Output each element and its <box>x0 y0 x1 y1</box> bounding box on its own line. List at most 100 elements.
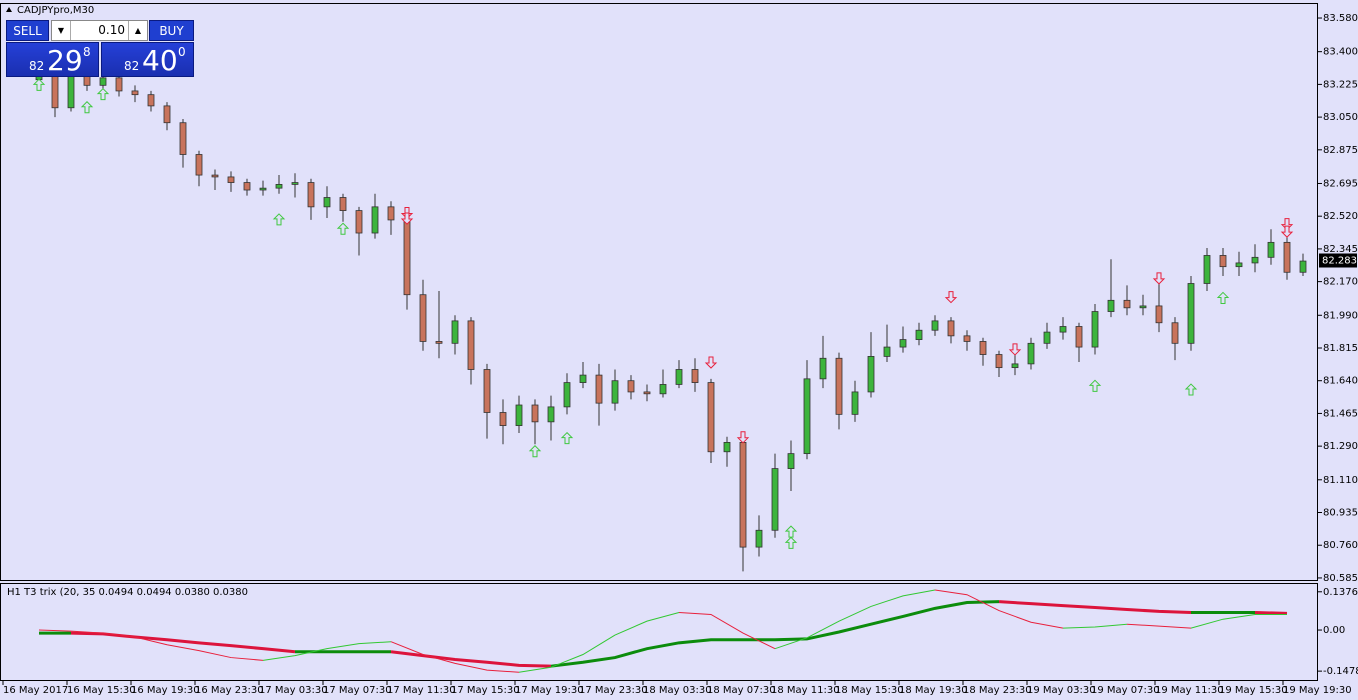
candle-body <box>1203 255 1211 284</box>
candle-body <box>131 90 139 96</box>
indicator-pane-border <box>0 583 1318 681</box>
candle-body <box>979 341 987 355</box>
x-tick-label: 17 May 07:30 <box>323 685 392 696</box>
candle-body <box>963 335 971 342</box>
candle-body <box>115 77 123 92</box>
candle-body <box>931 320 939 331</box>
y-tick-label: 82.345 <box>1323 244 1358 255</box>
buy-button[interactable]: BUY <box>149 20 194 41</box>
candle-body <box>1011 363 1019 369</box>
y-tick-label: 82.170 <box>1323 277 1358 288</box>
candle-body <box>691 369 699 383</box>
y-tick-label: 80.760 <box>1323 540 1358 551</box>
x-tick-label: 18 May 15:30 <box>835 685 904 696</box>
buy-signal-arrow <box>1216 291 1230 304</box>
candle-body <box>755 529 763 548</box>
candle-body <box>627 380 635 393</box>
sell-signal-arrow <box>1152 272 1166 285</box>
candle-body <box>899 339 907 348</box>
y-tick-label: 83.225 <box>1323 79 1358 90</box>
y-tick-label: 83.050 <box>1323 112 1358 123</box>
indicator-line <box>774 589 936 650</box>
candle-body <box>1251 256 1259 264</box>
lot-input[interactable]: ▼ 0.10 ▲ <box>51 20 148 41</box>
candle-body <box>643 391 651 395</box>
ask-main: 40 <box>142 44 178 77</box>
candle-body <box>771 468 779 531</box>
x-tick-label: 17 May 11:30 <box>387 685 456 696</box>
x-tick-label: 18 May 07:30 <box>707 685 776 696</box>
x-tick-label: 19 May 19:30 <box>1283 685 1352 696</box>
candle-body <box>851 391 859 415</box>
candle-body <box>835 357 843 415</box>
candle-body <box>675 369 683 385</box>
y-tick-label: 0.00 <box>1323 625 1345 636</box>
lot-down[interactable]: ▼ <box>52 21 71 40</box>
collapse-icon[interactable] <box>6 7 12 12</box>
indicator-line <box>1126 623 1192 629</box>
indicator-line <box>262 641 392 661</box>
ask-price[interactable]: 82 40 0 <box>101 42 194 77</box>
indicator-line <box>1254 611 1288 615</box>
indicator-line <box>390 650 552 668</box>
candle-body <box>307 182 315 208</box>
candle-body <box>787 453 795 469</box>
indicator-line <box>934 589 1064 629</box>
buy-signal-arrow <box>784 525 798 538</box>
sell-signal-arrow <box>736 431 750 444</box>
sell-signal-arrow <box>1008 343 1022 356</box>
x-tick-label: 17 May 19:30 <box>515 685 584 696</box>
x-tick-label: 17 May 15:30 <box>451 685 520 696</box>
buy-signal-arrow <box>32 78 46 91</box>
candle-body <box>419 294 427 342</box>
candle-body <box>1123 299 1131 309</box>
candle-body <box>515 404 523 426</box>
candle-body <box>947 320 955 337</box>
candle-body <box>803 378 811 455</box>
indicator-title: H1 T3 trix (20, 35 0.0494 0.0494 0.0380 … <box>7 587 248 598</box>
candle-body <box>1139 305 1147 309</box>
x-tick-label: 16 May 15:30 <box>67 685 136 696</box>
candle-body <box>1267 241 1275 258</box>
y-tick-label: 82.520 <box>1323 211 1358 222</box>
candle-body <box>1187 283 1195 344</box>
candle-body <box>499 412 507 426</box>
one-click-trading-panel: SELL ▼ 0.10 ▲ BUY 82 29 8 82 40 0 <box>6 20 194 77</box>
x-tick-label: 19 May 11:30 <box>1155 685 1224 696</box>
x-tick-label: 18 May 03:30 <box>643 685 712 696</box>
candle-body <box>1219 255 1227 268</box>
y-tick-label: 81.110 <box>1323 475 1358 486</box>
candle-body <box>659 384 667 395</box>
y-tick-label: 81.465 <box>1323 408 1358 419</box>
indicator-line <box>550 600 1000 668</box>
candle-body <box>1043 331 1051 344</box>
y-tick-label: 81.640 <box>1323 376 1358 387</box>
candle-body <box>243 182 251 191</box>
indicator-line <box>1190 613 1287 629</box>
candle-body <box>883 346 891 357</box>
x-tick-label: 18 May 19:30 <box>899 685 968 696</box>
lot-up[interactable]: ▲ <box>128 21 147 40</box>
buy-signal-arrow <box>528 445 542 458</box>
y-tick-label: 80.935 <box>1323 508 1358 519</box>
lot-value: 0.10 <box>98 23 125 37</box>
candle-body <box>323 197 331 208</box>
y-tick-label: 80.585 <box>1323 573 1358 584</box>
x-tick-label: 18 May 23:30 <box>963 685 1032 696</box>
buy-signal-arrow <box>336 222 350 235</box>
indicator-line <box>678 612 776 650</box>
candle-body <box>1059 326 1067 333</box>
candle-body <box>563 382 571 408</box>
candle-body <box>1283 241 1291 273</box>
x-tick-label: 19 May 07:30 <box>1091 685 1160 696</box>
bid-price[interactable]: 82 29 8 <box>6 42 99 77</box>
y-tick-label: 81.990 <box>1323 310 1358 321</box>
candle-body <box>819 357 827 380</box>
x-tick-label: 19 May 15:30 <box>1219 685 1288 696</box>
candle-body <box>1299 260 1307 273</box>
y-tick-label: 81.290 <box>1323 441 1358 452</box>
sell-button[interactable]: SELL <box>6 20 49 41</box>
indicator-line <box>70 631 296 654</box>
candle-body <box>259 187 267 191</box>
